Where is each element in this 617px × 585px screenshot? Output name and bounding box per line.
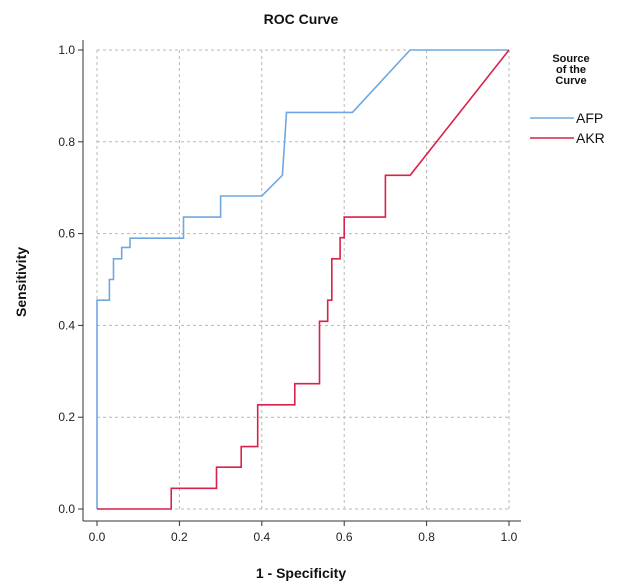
legend-title-line: Source xyxy=(552,53,589,65)
series-group xyxy=(96,49,510,510)
y-tick-label: 0.0 xyxy=(58,502,75,516)
y-tick-label: 0.8 xyxy=(58,135,75,149)
chart-title: ROC Curve xyxy=(264,11,339,27)
y-tick-label: 0.6 xyxy=(58,227,75,241)
y-tick-label: 0.2 xyxy=(58,410,75,424)
y-axis-title: Sensitivity xyxy=(13,247,29,317)
legend-title-line: of the xyxy=(556,64,586,76)
x-tick-label: 0.0 xyxy=(89,530,106,544)
series-line-akr xyxy=(97,49,510,510)
axes: 0.0 0.2 0.4 0.6 0.8 1.0 0.0 0.2 0.4 0.6 0.8 1.0 xyxy=(58,40,521,544)
x-tick-label: 0.2 xyxy=(171,530,188,544)
series-line-afp xyxy=(96,49,509,509)
legend-title-line: Curve xyxy=(555,75,586,87)
x-tick-label: 0.6 xyxy=(336,530,353,544)
y-tick-label: 0.4 xyxy=(58,318,75,332)
x-tick-label: 0.4 xyxy=(253,530,270,544)
x-tick-label: 0.8 xyxy=(418,530,435,544)
y-tick-label: 1.0 xyxy=(58,43,75,57)
x-tick-label: 1.0 xyxy=(501,530,518,544)
legend-label-akr: AKR xyxy=(576,130,605,146)
legend-label-afp: AFP xyxy=(576,110,603,126)
grid xyxy=(96,49,510,510)
x-axis-title: 1 - Specificity xyxy=(256,565,346,581)
